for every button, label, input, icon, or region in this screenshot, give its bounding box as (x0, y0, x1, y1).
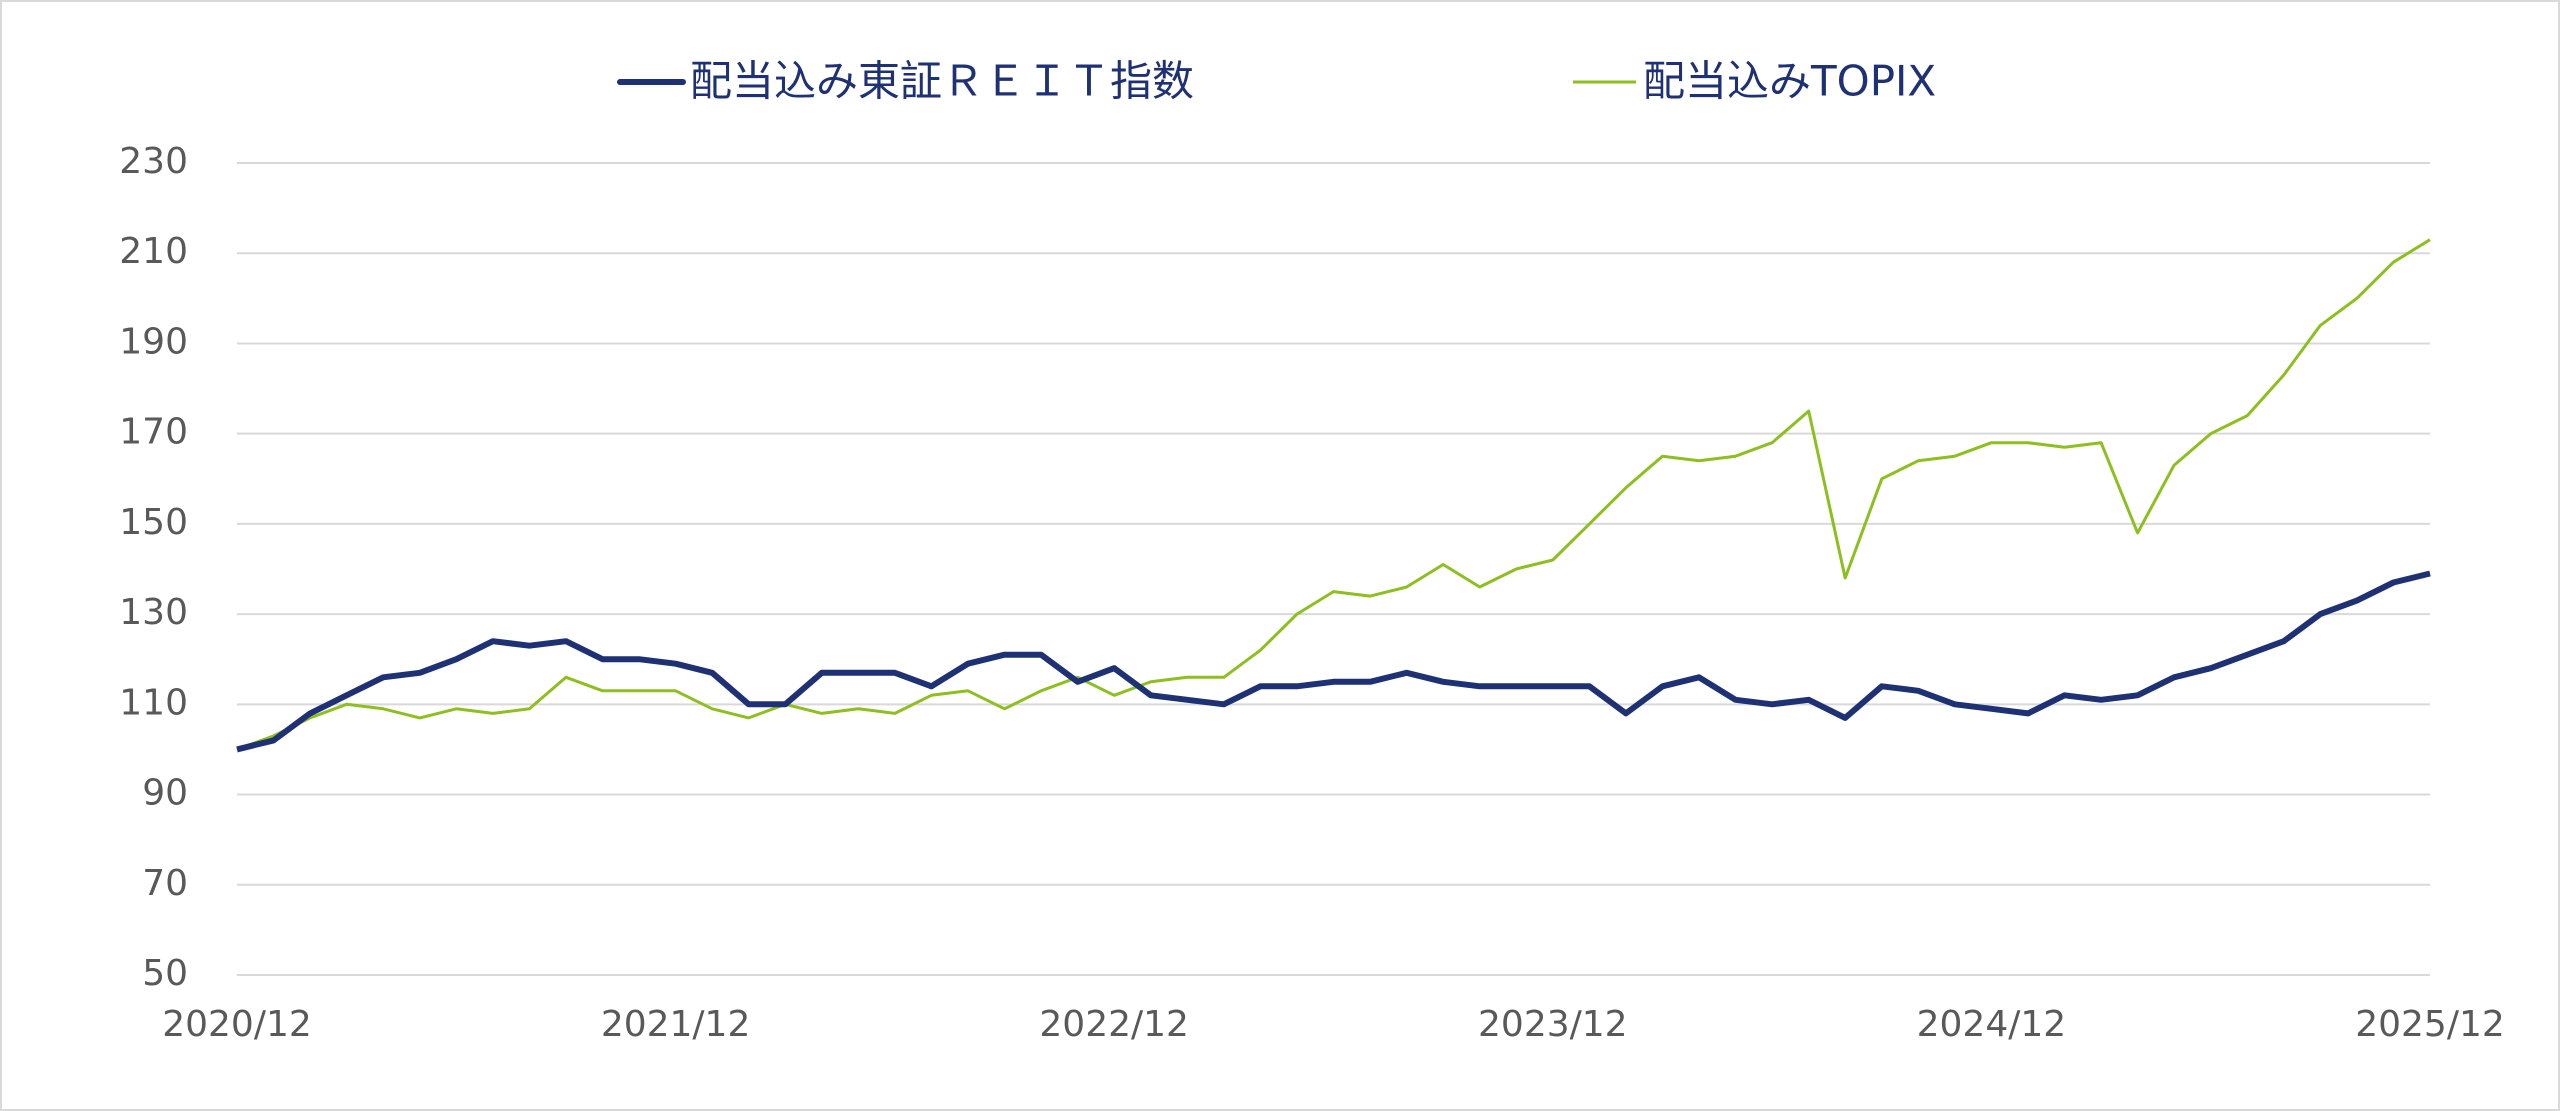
legend-label: 配当込み東証ＲＥＩＴ指数 (690, 57, 1194, 106)
x-tick-label: 2020/12 (162, 1004, 312, 1045)
y-tick-label: 190 (119, 321, 188, 362)
y-tick-label: 110 (119, 682, 188, 723)
series-line (236, 238, 2431, 751)
x-tick-label: 2021/12 (601, 1004, 751, 1045)
y-tick-label: 170 (119, 412, 188, 453)
series-line (236, 570, 2431, 753)
x-tick-label: 2023/12 (1478, 1004, 1628, 1045)
x-tick-label: 2024/12 (1917, 1004, 2067, 1045)
y-tick-label: 70 (142, 863, 188, 904)
y-tick-label: 90 (142, 773, 188, 814)
x-tick-label: 2025/12 (2355, 1004, 2505, 1045)
y-tick-label: 50 (142, 953, 188, 994)
y-tick-label: 130 (119, 592, 188, 633)
x-tick-label: 2022/12 (1039, 1004, 1189, 1045)
y-tick-label: 230 (119, 141, 188, 182)
legend-label: 配当込みTOPIX (1643, 57, 1936, 106)
y-tick-label: 150 (119, 502, 188, 543)
y-tick-label: 210 (119, 231, 188, 272)
